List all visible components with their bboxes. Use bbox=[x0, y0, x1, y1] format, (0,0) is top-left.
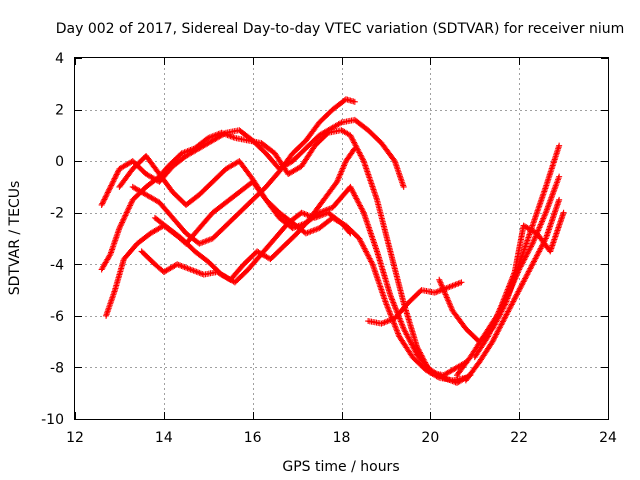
x-tick-label: 20 bbox=[421, 430, 439, 446]
y-tick-label: -2 bbox=[50, 206, 64, 222]
data-point bbox=[101, 196, 108, 203]
data-point bbox=[100, 197, 107, 204]
data-point bbox=[109, 179, 116, 186]
series-track-6 bbox=[129, 96, 358, 247]
data-point bbox=[108, 182, 115, 189]
data-point bbox=[528, 242, 535, 249]
data-point bbox=[102, 195, 109, 202]
series-track-11 bbox=[462, 196, 563, 384]
y-axis-title: SDTVAR / TECUs bbox=[7, 181, 23, 296]
x-tick-label: 16 bbox=[244, 430, 262, 446]
data-point bbox=[113, 171, 120, 178]
data-point bbox=[120, 216, 127, 223]
data-point bbox=[118, 220, 125, 227]
data-point bbox=[127, 202, 134, 209]
data-point bbox=[100, 199, 107, 206]
data-point bbox=[368, 259, 375, 266]
data-point bbox=[113, 172, 119, 179]
data-point bbox=[103, 192, 110, 199]
data-point bbox=[117, 222, 124, 229]
data-point bbox=[123, 211, 130, 218]
data-point bbox=[99, 200, 106, 207]
y-tick-label: 4 bbox=[55, 51, 64, 67]
data-point bbox=[98, 201, 105, 208]
data-point bbox=[560, 209, 567, 216]
series-track-10 bbox=[453, 173, 563, 379]
series-track-8 bbox=[365, 279, 465, 327]
x-tick-label: 12 bbox=[66, 430, 84, 446]
y-tick-label: 2 bbox=[55, 103, 64, 119]
data-point bbox=[324, 130, 331, 137]
data-point bbox=[346, 229, 353, 236]
data-point bbox=[359, 208, 366, 215]
data-point bbox=[121, 213, 128, 220]
x-axis-title: GPS time / hours bbox=[282, 459, 399, 475]
data-point bbox=[106, 185, 113, 192]
data-point bbox=[110, 176, 117, 183]
data-point bbox=[112, 174, 119, 181]
plot-frame bbox=[74, 57, 609, 420]
data-point bbox=[122, 212, 129, 219]
data-point bbox=[102, 193, 109, 200]
data-point bbox=[117, 223, 124, 230]
data-point bbox=[124, 208, 131, 215]
data-point bbox=[458, 279, 465, 286]
data-point bbox=[126, 203, 133, 210]
y-tick-label: -4 bbox=[50, 257, 64, 273]
data-point bbox=[119, 218, 126, 225]
x-tick-label: 22 bbox=[510, 430, 528, 446]
data-point bbox=[125, 206, 132, 213]
series-track-1 bbox=[98, 116, 407, 208]
x-tick-label: 24 bbox=[599, 430, 617, 446]
data-point bbox=[104, 190, 111, 197]
data-point bbox=[108, 181, 115, 188]
data-point bbox=[119, 219, 126, 226]
data-point bbox=[128, 199, 135, 206]
data-point bbox=[107, 183, 114, 190]
data-point bbox=[116, 225, 123, 232]
data-point bbox=[121, 215, 128, 222]
data-point bbox=[105, 188, 112, 195]
data-point bbox=[106, 186, 113, 193]
data-point bbox=[556, 196, 563, 203]
data-point bbox=[351, 98, 358, 105]
y-tick-label: -6 bbox=[50, 309, 64, 325]
series-track-7 bbox=[151, 209, 354, 286]
data-point bbox=[111, 175, 118, 182]
data-point bbox=[350, 146, 357, 153]
data-point bbox=[110, 178, 117, 185]
data-point bbox=[104, 189, 111, 196]
series-track-12 bbox=[471, 209, 567, 361]
y-tick-label: 0 bbox=[55, 154, 64, 170]
series-track-4 bbox=[116, 152, 474, 386]
data-marks bbox=[98, 96, 567, 386]
chart-title: Day 002 of 2017, Sidereal Day-to-day VTE… bbox=[56, 21, 625, 37]
data-point bbox=[106, 252, 113, 259]
data-point bbox=[556, 142, 563, 149]
data-point bbox=[359, 156, 366, 163]
data-point bbox=[556, 173, 563, 180]
data-point bbox=[127, 201, 134, 208]
data-point bbox=[114, 170, 121, 177]
data-point bbox=[115, 168, 122, 175]
data-point bbox=[351, 145, 358, 152]
x-tick-label: 18 bbox=[333, 430, 351, 446]
y-tick-label: -8 bbox=[50, 360, 64, 376]
data-point bbox=[439, 373, 446, 380]
data-point bbox=[125, 205, 132, 212]
data-point bbox=[123, 209, 130, 216]
data-point bbox=[347, 230, 354, 237]
data-point bbox=[400, 183, 407, 190]
y-tick-label: -10 bbox=[41, 412, 64, 428]
x-tick-label: 14 bbox=[155, 430, 173, 446]
series-track-3 bbox=[103, 178, 469, 384]
